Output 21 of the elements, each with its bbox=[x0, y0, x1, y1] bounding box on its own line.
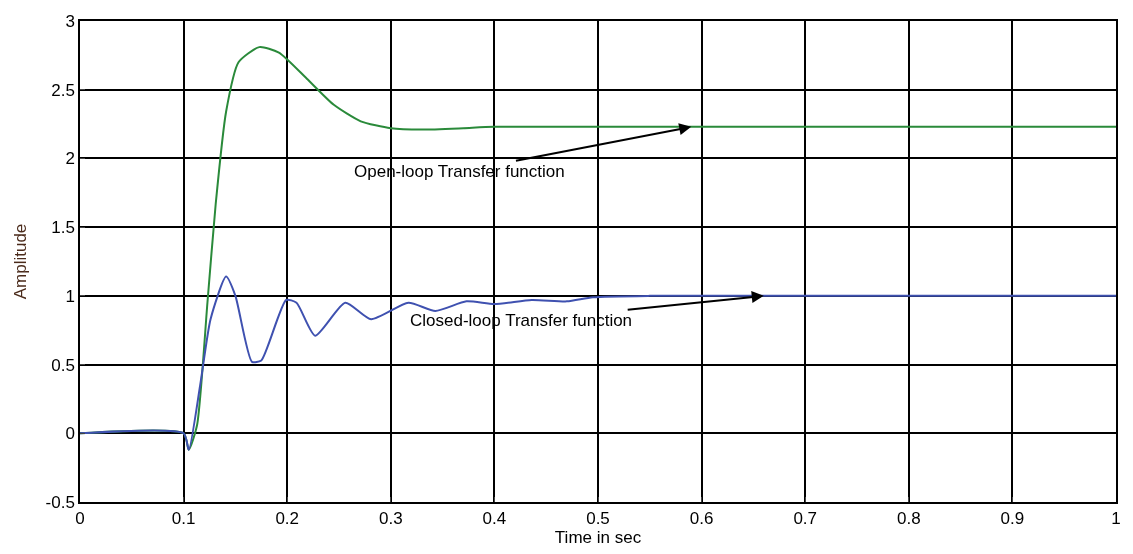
x-tick-label: 0.8 bbox=[896, 509, 921, 529]
y-tick-label: 2 bbox=[65, 149, 75, 169]
x-tick-label: 0.1 bbox=[171, 509, 196, 529]
x-axis-title: Time in sec bbox=[554, 528, 642, 548]
x-tick-label: 0.7 bbox=[793, 509, 818, 529]
x-tick-label: 0.9 bbox=[1000, 509, 1025, 529]
y-axis-title: Amplitude bbox=[10, 223, 30, 300]
x-tick-label: 0.5 bbox=[586, 509, 610, 529]
x-tick-label: 0.3 bbox=[378, 509, 403, 529]
line-series bbox=[80, 275, 1116, 451]
y-tick-label: 1 bbox=[65, 286, 75, 306]
y-tick-label: -0.5 bbox=[45, 492, 75, 512]
x-tick-label: 1 bbox=[1111, 509, 1121, 529]
y-tick-label: 2.5 bbox=[51, 80, 75, 100]
x-tick-label: 0.6 bbox=[689, 509, 714, 529]
y-tick-label: 1.5 bbox=[51, 218, 75, 238]
y-tick-label: 0.5 bbox=[51, 355, 75, 375]
y-tick-label: 0 bbox=[65, 424, 75, 444]
x-tick-label: 0.2 bbox=[275, 509, 300, 529]
x-tick-label: 0.4 bbox=[482, 509, 507, 529]
y-tick-label: 3 bbox=[65, 11, 75, 31]
